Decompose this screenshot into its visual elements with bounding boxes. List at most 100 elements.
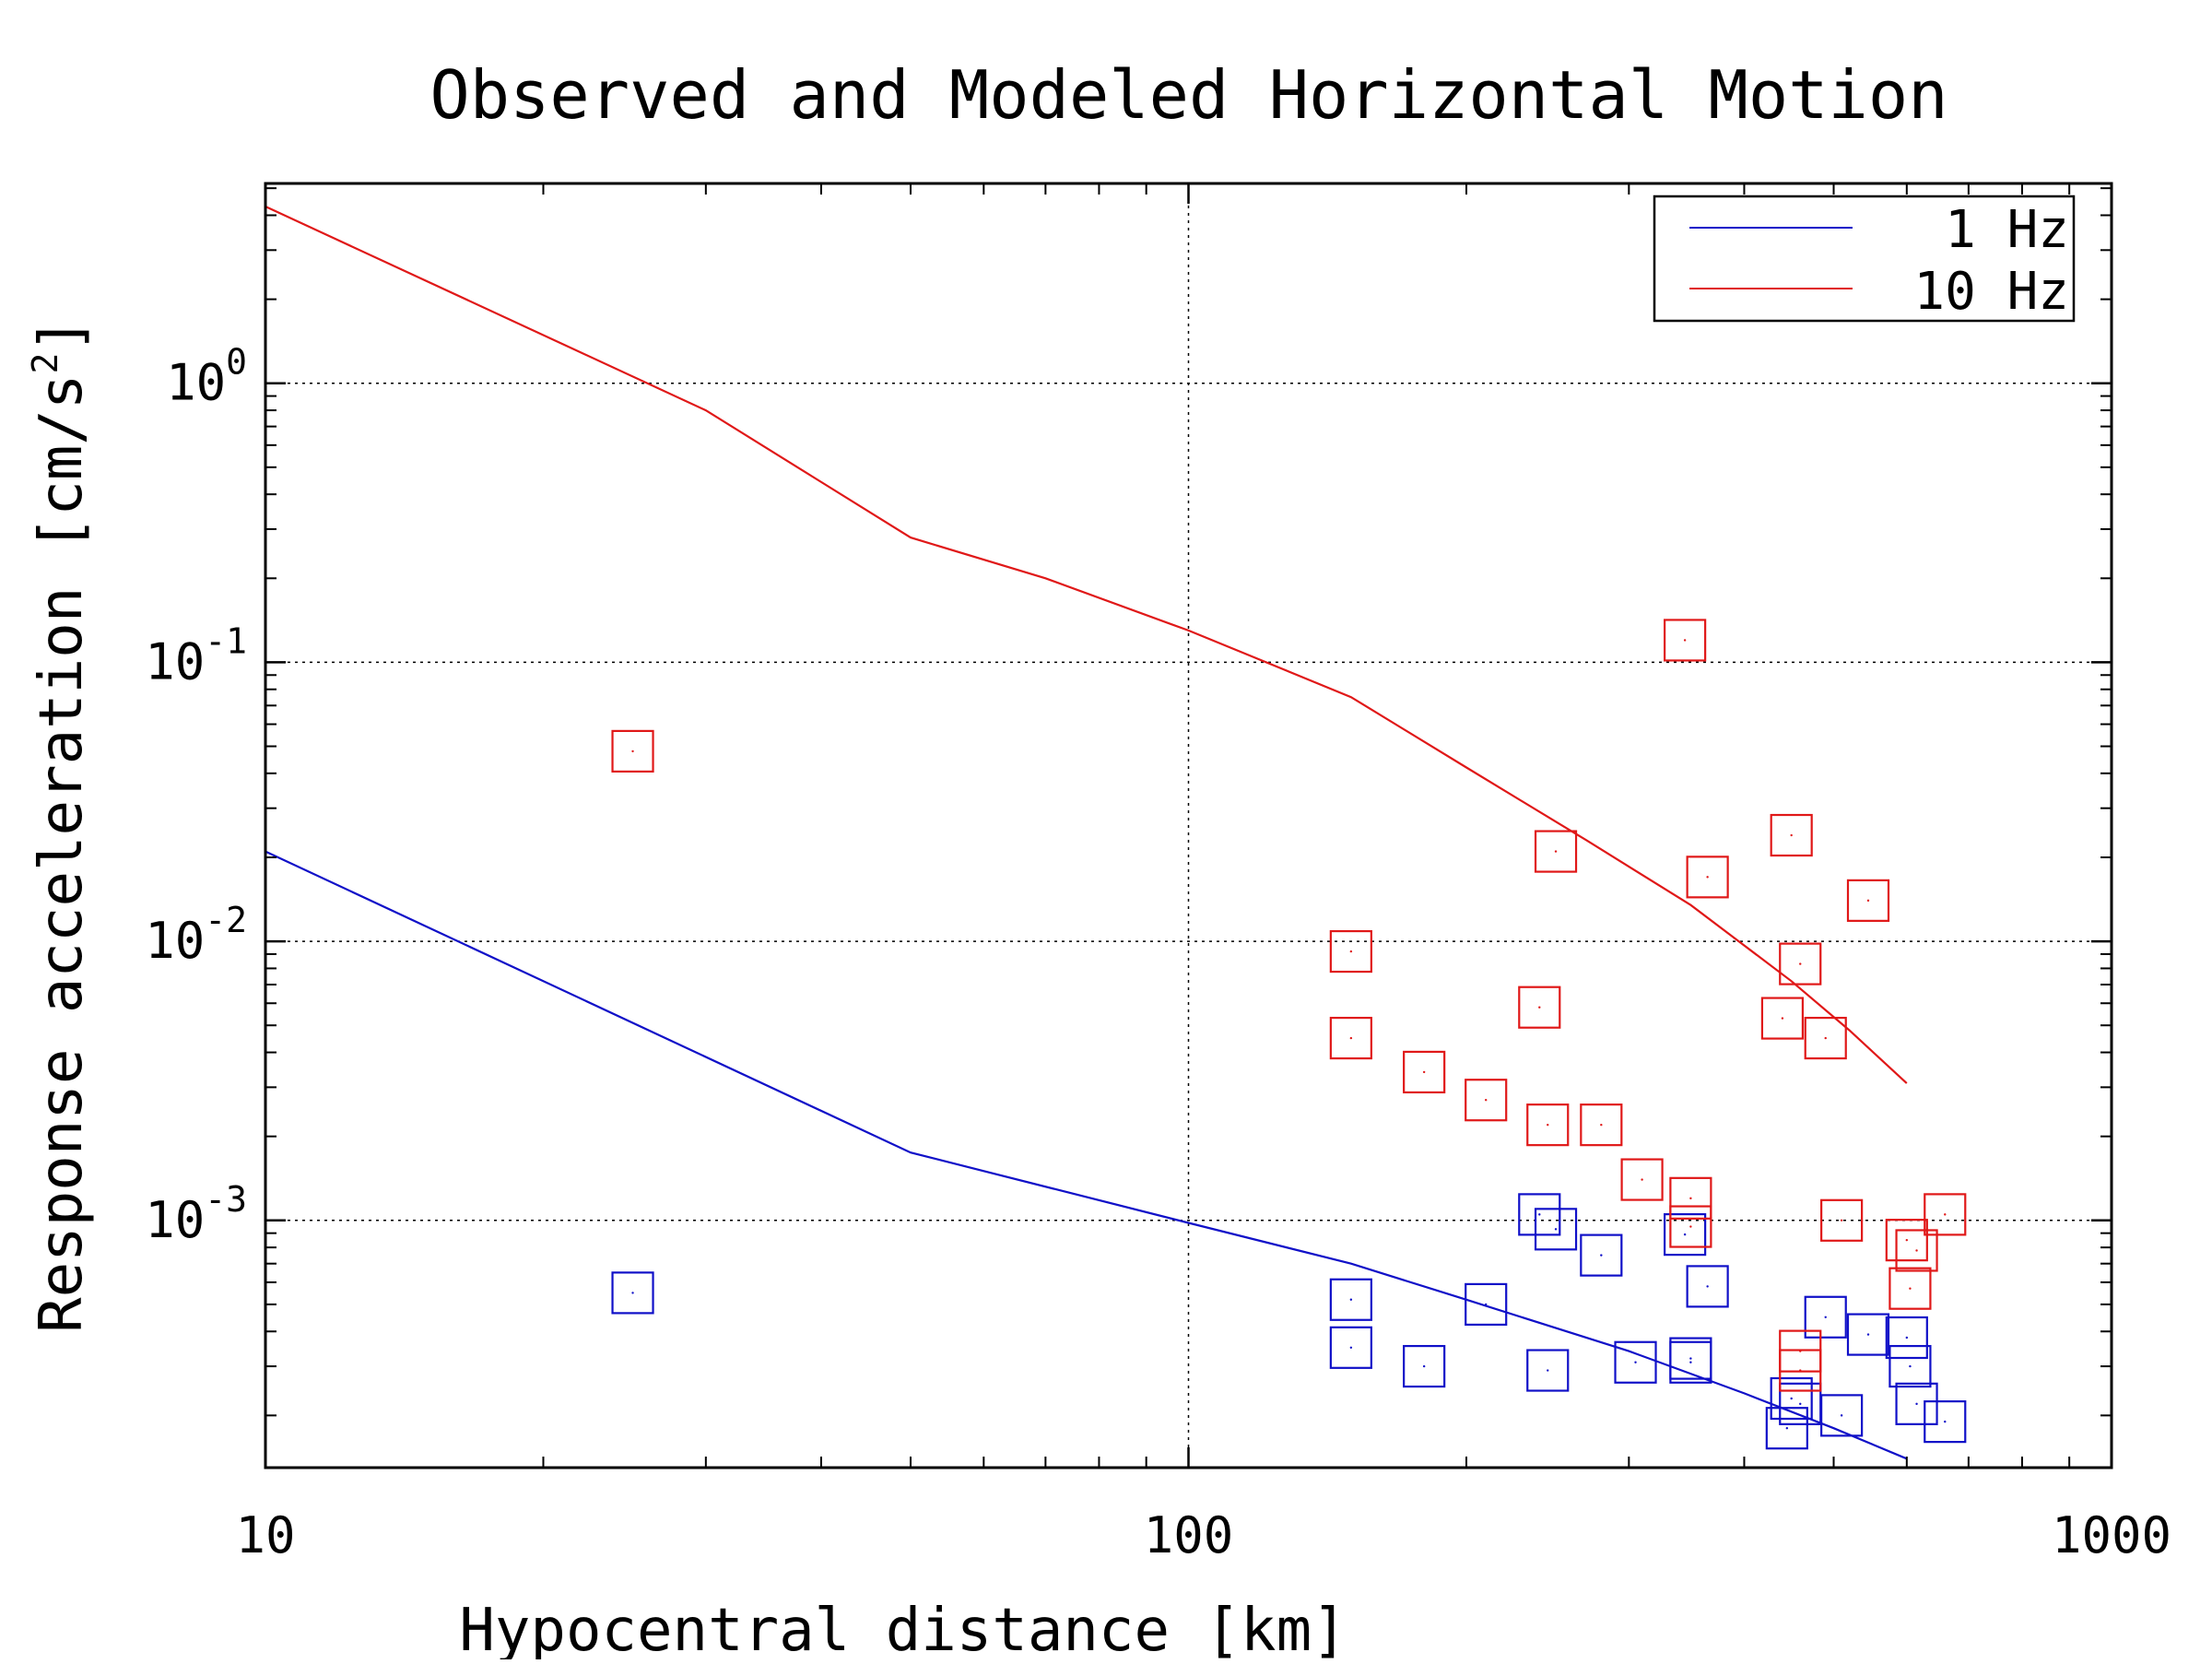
model-line-10hz (265, 206, 1908, 1084)
observed-point-center-1hz (1422, 1364, 1426, 1368)
observed-point-10hz (1846, 879, 1890, 922)
observed-point-center-1hz (1349, 1346, 1353, 1350)
observed-point-center-10hz (1909, 1287, 1912, 1290)
observed-point-center-1hz (1634, 1361, 1637, 1363)
observed-point-10hz (1760, 997, 1805, 1040)
observed-point-10hz (1888, 1267, 1932, 1310)
observed-point-center-10hz (1866, 899, 1870, 903)
observed-point-10hz (1664, 619, 1707, 662)
observed-point-center-10hz (1422, 1070, 1426, 1074)
observed-point-10hz (1526, 1103, 1570, 1147)
chart-title: Observed and Modeled Horizontal Motion (429, 56, 1947, 134)
observed-point-10hz (1686, 856, 1729, 899)
observed-point-1hz (1885, 1316, 1928, 1360)
observed-point-center-10hz (1547, 1123, 1549, 1127)
observed-point-1hz (611, 1271, 654, 1315)
observed-point-center-10hz (1790, 833, 1793, 837)
observed-point-center-1hz (1547, 1369, 1549, 1372)
observed-point-10hz (1518, 985, 1561, 1029)
observed-point-10hz (1580, 1103, 1623, 1147)
observed-point-center-10hz (1485, 1099, 1488, 1102)
observed-point-center-1hz (1866, 1333, 1870, 1336)
ticks: 10 100 1000 100 10-1 10-2 10-3 (145, 183, 2171, 1564)
observed-point-center-10hz (1840, 1219, 1843, 1221)
observed-point-10hz (1895, 1229, 1938, 1272)
observed-point-center-1hz (1915, 1402, 1918, 1406)
observed-point-1hz (1580, 1233, 1623, 1277)
observed-point-10hz (1329, 929, 1372, 974)
observed-point-1hz (1664, 1213, 1707, 1257)
observed-point-1hz (1765, 1407, 1808, 1450)
observed-point-center-10hz (1706, 876, 1709, 879)
observed-point-10hz (1924, 1193, 1967, 1236)
observed-point-1hz (1770, 1376, 1813, 1421)
observed-point-1hz (1669, 1337, 1712, 1380)
observed-point-1hz (1329, 1326, 1372, 1369)
observed-point-center-1hz (1538, 1213, 1541, 1216)
observed-point-center-1hz (1706, 1285, 1709, 1288)
observed-point-center-10hz (1799, 1369, 1802, 1372)
observed-point-10hz (1885, 1219, 1928, 1262)
legend-box (1653, 195, 2076, 323)
observed-point-center-10hz (1349, 1036, 1353, 1040)
observed-point-center-1hz (631, 1292, 634, 1294)
observed-point-center-1hz (1689, 1361, 1692, 1363)
observed-point-1hz (1518, 1193, 1561, 1236)
observed-point-center-10hz (1781, 1017, 1784, 1020)
y-axis-label-main: Response acceleration [cm/s (28, 374, 96, 1333)
observed-point-center-1hz (1600, 1254, 1603, 1257)
observed-point-10hz (1620, 1158, 1664, 1201)
observed-point-center-10hz (1641, 1178, 1643, 1181)
observed-point-center-1hz (1485, 1303, 1488, 1306)
x-tick-label: 10 (235, 1506, 295, 1564)
observed-point-center-1hz (1349, 1298, 1353, 1301)
y-tick-label: 10-2 (145, 900, 247, 970)
observed-point-center-10hz (1683, 639, 1687, 642)
observed-point-10hz (611, 729, 654, 773)
observed-point-center-10hz (1349, 950, 1353, 953)
observed-point-10hz (1820, 1198, 1864, 1242)
observed-point-center-10hz (1554, 850, 1558, 853)
observed-point-center-1hz (1909, 1364, 1912, 1368)
observed-point-1hz (1329, 1278, 1372, 1321)
y-axis-label: Response acceleration [cm/s2] (25, 317, 96, 1333)
x-tick-label: 100 (1144, 1506, 1234, 1564)
observed-point-center-10hz (1689, 1197, 1692, 1200)
observed-point-1hz (1846, 1313, 1890, 1356)
legend: 1 Hz 10 Hz (1653, 195, 2076, 323)
observed-point-center-1hz (1799, 1402, 1802, 1406)
observed-point-center-10hz (1944, 1213, 1947, 1216)
observed-point-center-10hz (1799, 962, 1802, 965)
observed-point-center-10hz (1905, 1238, 1909, 1242)
observed-point-10hz (1403, 1050, 1446, 1094)
y-tick-label: 10-1 (145, 620, 247, 690)
y-axis-label-end: ] (28, 317, 96, 353)
observed-point-center-1hz (1790, 1397, 1793, 1400)
observed-point-center-10hz (1689, 1225, 1692, 1228)
observed-point-center-10hz (1824, 1036, 1827, 1040)
observed-point-1hz (1526, 1349, 1570, 1392)
observed-point-1hz (1534, 1208, 1578, 1251)
observed-point-center-1hz (1683, 1233, 1687, 1236)
observed-point-1hz (1820, 1394, 1864, 1437)
observed-point-10hz (1770, 813, 1813, 857)
observed-point-10hz (1804, 1016, 1847, 1060)
observed-point-10hz (1534, 830, 1578, 873)
y-tick-label: 10-3 (145, 1179, 247, 1249)
observed-point-1hz (1686, 1265, 1729, 1308)
x-axis-label: Hypocentral distance [km] (459, 1597, 1347, 1659)
observed-point-1hz (1804, 1295, 1847, 1339)
observed-point-1hz (1614, 1340, 1657, 1384)
observed-point-center-1hz (1554, 1228, 1558, 1231)
plot-frame (264, 182, 2113, 1469)
observed-point-10hz (1779, 942, 1822, 985)
observed-point-center-10hz (1915, 1249, 1918, 1252)
model-line-1hz (265, 850, 1908, 1460)
series-layer (265, 206, 1967, 1460)
observed-point-center-1hz (1689, 1357, 1692, 1360)
x-tick-label: 1000 (2052, 1506, 2171, 1564)
observed-point-center-1hz (1840, 1414, 1843, 1417)
observed-point-1hz (1895, 1382, 1938, 1425)
